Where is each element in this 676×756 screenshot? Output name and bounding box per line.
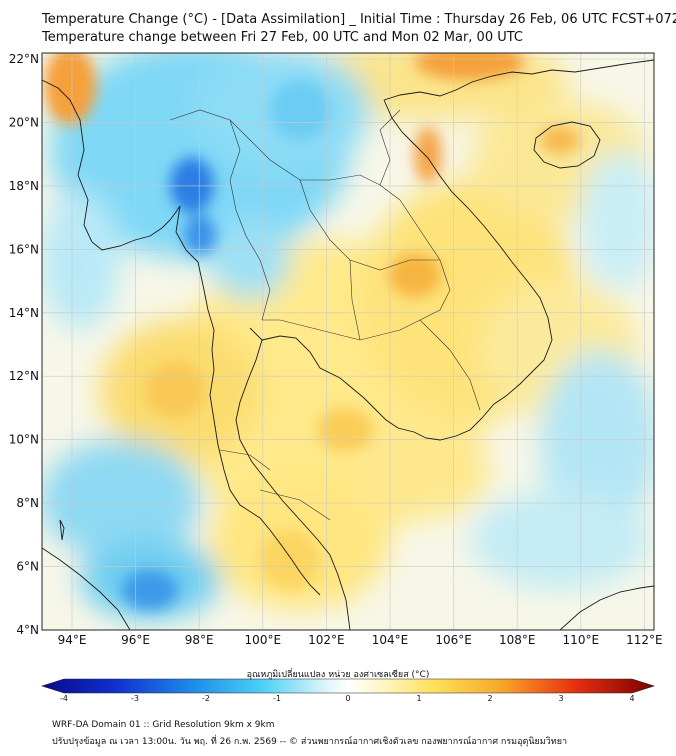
colorbar-tick-label: -2 [202,694,210,703]
lon-tick-label: 110°E [563,633,600,647]
country-borders [169,109,481,521]
colorbar-tick-label: 4 [629,694,634,703]
map-title-line2: Temperature change between Fri 27 Feb, 0… [42,30,523,45]
colorbar-ticks: -4 -3 -2 -1 0 1 2 3 4 [60,694,635,703]
lon-tick-label: 94°E [58,633,87,647]
colorbar-tick-label: 1 [416,694,421,703]
colorbar: -4 -3 -2 -1 0 1 2 3 4 [41,678,655,703]
lon-tick-label: 100°E [245,633,282,647]
colorbar-ramp [41,678,655,694]
latitude-labels: 22°N 20°N 18°N 16°N 14°N 12°N 10°N 8°N 6°N 4°N [9,52,39,637]
lon-tick-label: 106°E [435,633,472,647]
lat-tick-label: 4°N [16,623,39,637]
footer-model-info: WRF-DA Domain 01 :: Grid Resolution 9km … [52,720,275,730]
lon-tick-label: 98°E [185,633,214,647]
footer-credit: ปรับปรุงข้อมูล ณ เวลา 13:00น. วัน พฤ. ที… [52,737,568,747]
lon-tick-label: 102°E [308,633,345,647]
lat-tick-label: 12°N [9,369,39,383]
lon-tick-label: 104°E [372,633,409,647]
lat-tick-label: 6°N [16,560,39,574]
longitude-labels: 94°E 96°E 98°E 100°E 102°E 104°E 106°E 108°E 110… [58,633,663,647]
colorbar-tick-label: -1 [273,694,281,703]
lat-tick-label: 14°N [9,306,39,320]
map-frame [41,52,655,631]
coastlines [42,59,654,630]
map-title-line1: Temperature Change (°C) - [Data Assimila… [42,12,676,27]
colorbar-tick-label: 3 [558,694,563,703]
temperature-field [42,53,654,630]
lat-tick-label: 18°N [9,179,39,193]
lat-tick-label: 20°N [9,115,39,129]
colorbar-tick-label: -3 [131,694,139,703]
colorbar-tick-label: -4 [60,694,68,703]
colorbar-tick-label: 2 [487,694,492,703]
lon-tick-label: 96°E [121,633,150,647]
colorbar-title: อุณหภูมิเปลี่ยนแปลง หน่วย องศาเซลเซียส (… [246,670,430,680]
lon-tick-label: 108°E [499,633,536,647]
lat-tick-label: 22°N [9,52,39,66]
lat-tick-label: 16°N [9,242,39,256]
lat-tick-label: 8°N [16,496,39,510]
lat-tick-label: 10°N [9,433,39,447]
lon-tick-label: 112°E [626,633,663,647]
colorbar-tick-label: 0 [345,694,350,703]
